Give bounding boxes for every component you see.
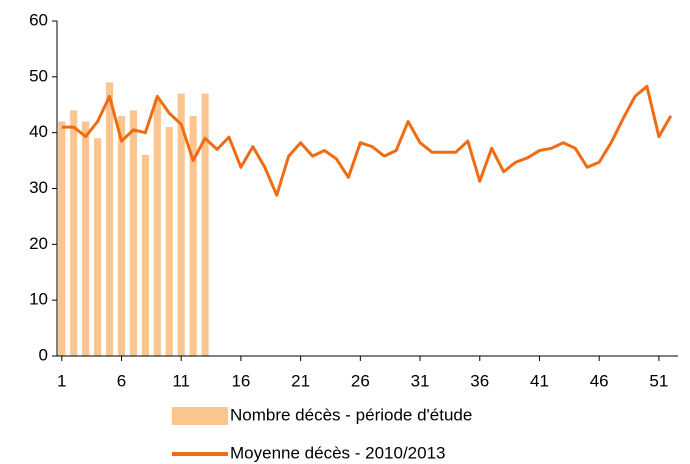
bar: [177, 93, 185, 356]
bar: [141, 155, 149, 356]
bar: [70, 110, 78, 356]
y-tick-label: 30: [29, 178, 48, 197]
legend-label: Nombre décès - période d'étude: [230, 405, 472, 424]
y-tick-label: 0: [39, 345, 48, 364]
bar: [165, 127, 173, 356]
x-tick-label: 26: [351, 371, 370, 390]
x-tick-label: 11: [172, 371, 190, 390]
y-tick-label: 60: [29, 10, 48, 29]
x-tick-label: 46: [590, 371, 609, 390]
x-tick-label: 51: [649, 371, 668, 390]
x-tick-label: 41: [530, 371, 549, 390]
bar: [117, 115, 126, 357]
bar: [58, 121, 66, 356]
bar: [153, 99, 161, 357]
y-tick-label: 50: [29, 66, 48, 85]
x-tick-label: 21: [291, 371, 310, 390]
bar: [82, 121, 90, 356]
bar: [201, 93, 209, 356]
line: [61, 84, 673, 197]
x-tick-label: 6: [117, 371, 126, 390]
y-tick-label: 20: [29, 234, 48, 253]
legend-swatch: [172, 407, 228, 425]
bar: [129, 110, 138, 356]
bar: [94, 138, 102, 356]
y-tick-label: 10: [29, 290, 48, 309]
x-tick-label: 1: [57, 371, 66, 390]
x-tick-label: 36: [470, 371, 489, 390]
bar: [105, 82, 114, 357]
bar: [189, 115, 197, 357]
x-tick-label: 31: [411, 371, 430, 390]
y-tick-label: 40: [29, 122, 48, 141]
legend-label: Moyenne décès - 2010/2013: [230, 443, 446, 462]
x-tick-label: 16: [231, 371, 250, 390]
